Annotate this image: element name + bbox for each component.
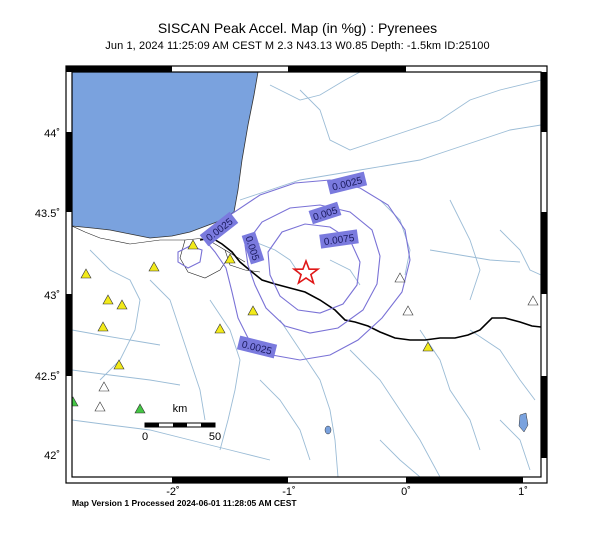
lon-tick: -1˚ bbox=[282, 486, 295, 498]
lon-tick: 0˚ bbox=[401, 486, 411, 498]
lat-tick: 42.5˚ bbox=[35, 371, 60, 383]
triangle-icon bbox=[80, 268, 92, 279]
lat-tick: 44˚ bbox=[44, 128, 60, 140]
triangle-icon bbox=[98, 381, 110, 392]
latitude-labels: 44˚ 43.5˚ 43˚ 42.5˚ 42˚ bbox=[35, 128, 60, 462]
contour-0.005 bbox=[244, 204, 381, 334]
longitude-labels: -2˚ -1˚ 0˚ 1˚ bbox=[166, 486, 528, 498]
triangle-icon bbox=[214, 323, 226, 334]
lon-tick: 1˚ bbox=[518, 486, 528, 498]
triangle-icon bbox=[394, 272, 406, 283]
triangle-icon bbox=[247, 305, 259, 316]
triangle-icon bbox=[102, 294, 114, 305]
triangle-icon bbox=[402, 305, 414, 316]
scale-start: 0 bbox=[142, 431, 148, 443]
triangle-icon bbox=[113, 359, 125, 370]
map-frame bbox=[65, 65, 548, 484]
triangle-icon bbox=[224, 253, 236, 264]
triangle-icon bbox=[116, 299, 128, 310]
scale-end: 50 bbox=[209, 431, 221, 443]
country-border bbox=[199, 237, 541, 341]
sea-bay-of-biscay bbox=[72, 72, 259, 239]
contour-label: 0.0075 bbox=[323, 233, 355, 248]
rivers bbox=[72, 72, 541, 477]
triangle-icon bbox=[94, 401, 106, 412]
lake bbox=[324, 425, 332, 435]
contour-0.0075 bbox=[267, 223, 361, 314]
lat-tick: 42˚ bbox=[44, 450, 60, 462]
lat-tick: 43.5˚ bbox=[35, 208, 60, 220]
map-version-footer: Map Version 1 Processed 2024-06-01 11:28… bbox=[72, 498, 297, 508]
map-area: 0.0025 0.005 0.0075 0.0025 0.005 0.0025 bbox=[72, 72, 541, 477]
scale-bar: km 0 50 bbox=[142, 403, 221, 443]
stations bbox=[72, 239, 539, 414]
triangle-icon bbox=[187, 239, 199, 250]
triangle-icon bbox=[97, 321, 109, 332]
map-title: SISCAN Peak Accel. Map (in %g) : Pyrenee… bbox=[157, 20, 438, 36]
triangle-icon bbox=[422, 341, 434, 352]
contour-0.0025 bbox=[204, 179, 411, 361]
region-boundaries bbox=[72, 225, 261, 279]
scale-unit: km bbox=[173, 403, 188, 415]
triangle-icon bbox=[72, 396, 79, 407]
triangle-icon bbox=[527, 295, 539, 306]
triangle-icon bbox=[134, 403, 146, 414]
lat-tick: 43˚ bbox=[44, 290, 60, 302]
lake bbox=[518, 412, 529, 433]
red-star-icon bbox=[291, 258, 321, 285]
triangle-icon bbox=[148, 261, 160, 272]
lon-tick: -2˚ bbox=[166, 486, 179, 498]
event-info: Jun 1, 2024 11:25:09 AM CEST M 2.3 N43.1… bbox=[105, 40, 490, 52]
